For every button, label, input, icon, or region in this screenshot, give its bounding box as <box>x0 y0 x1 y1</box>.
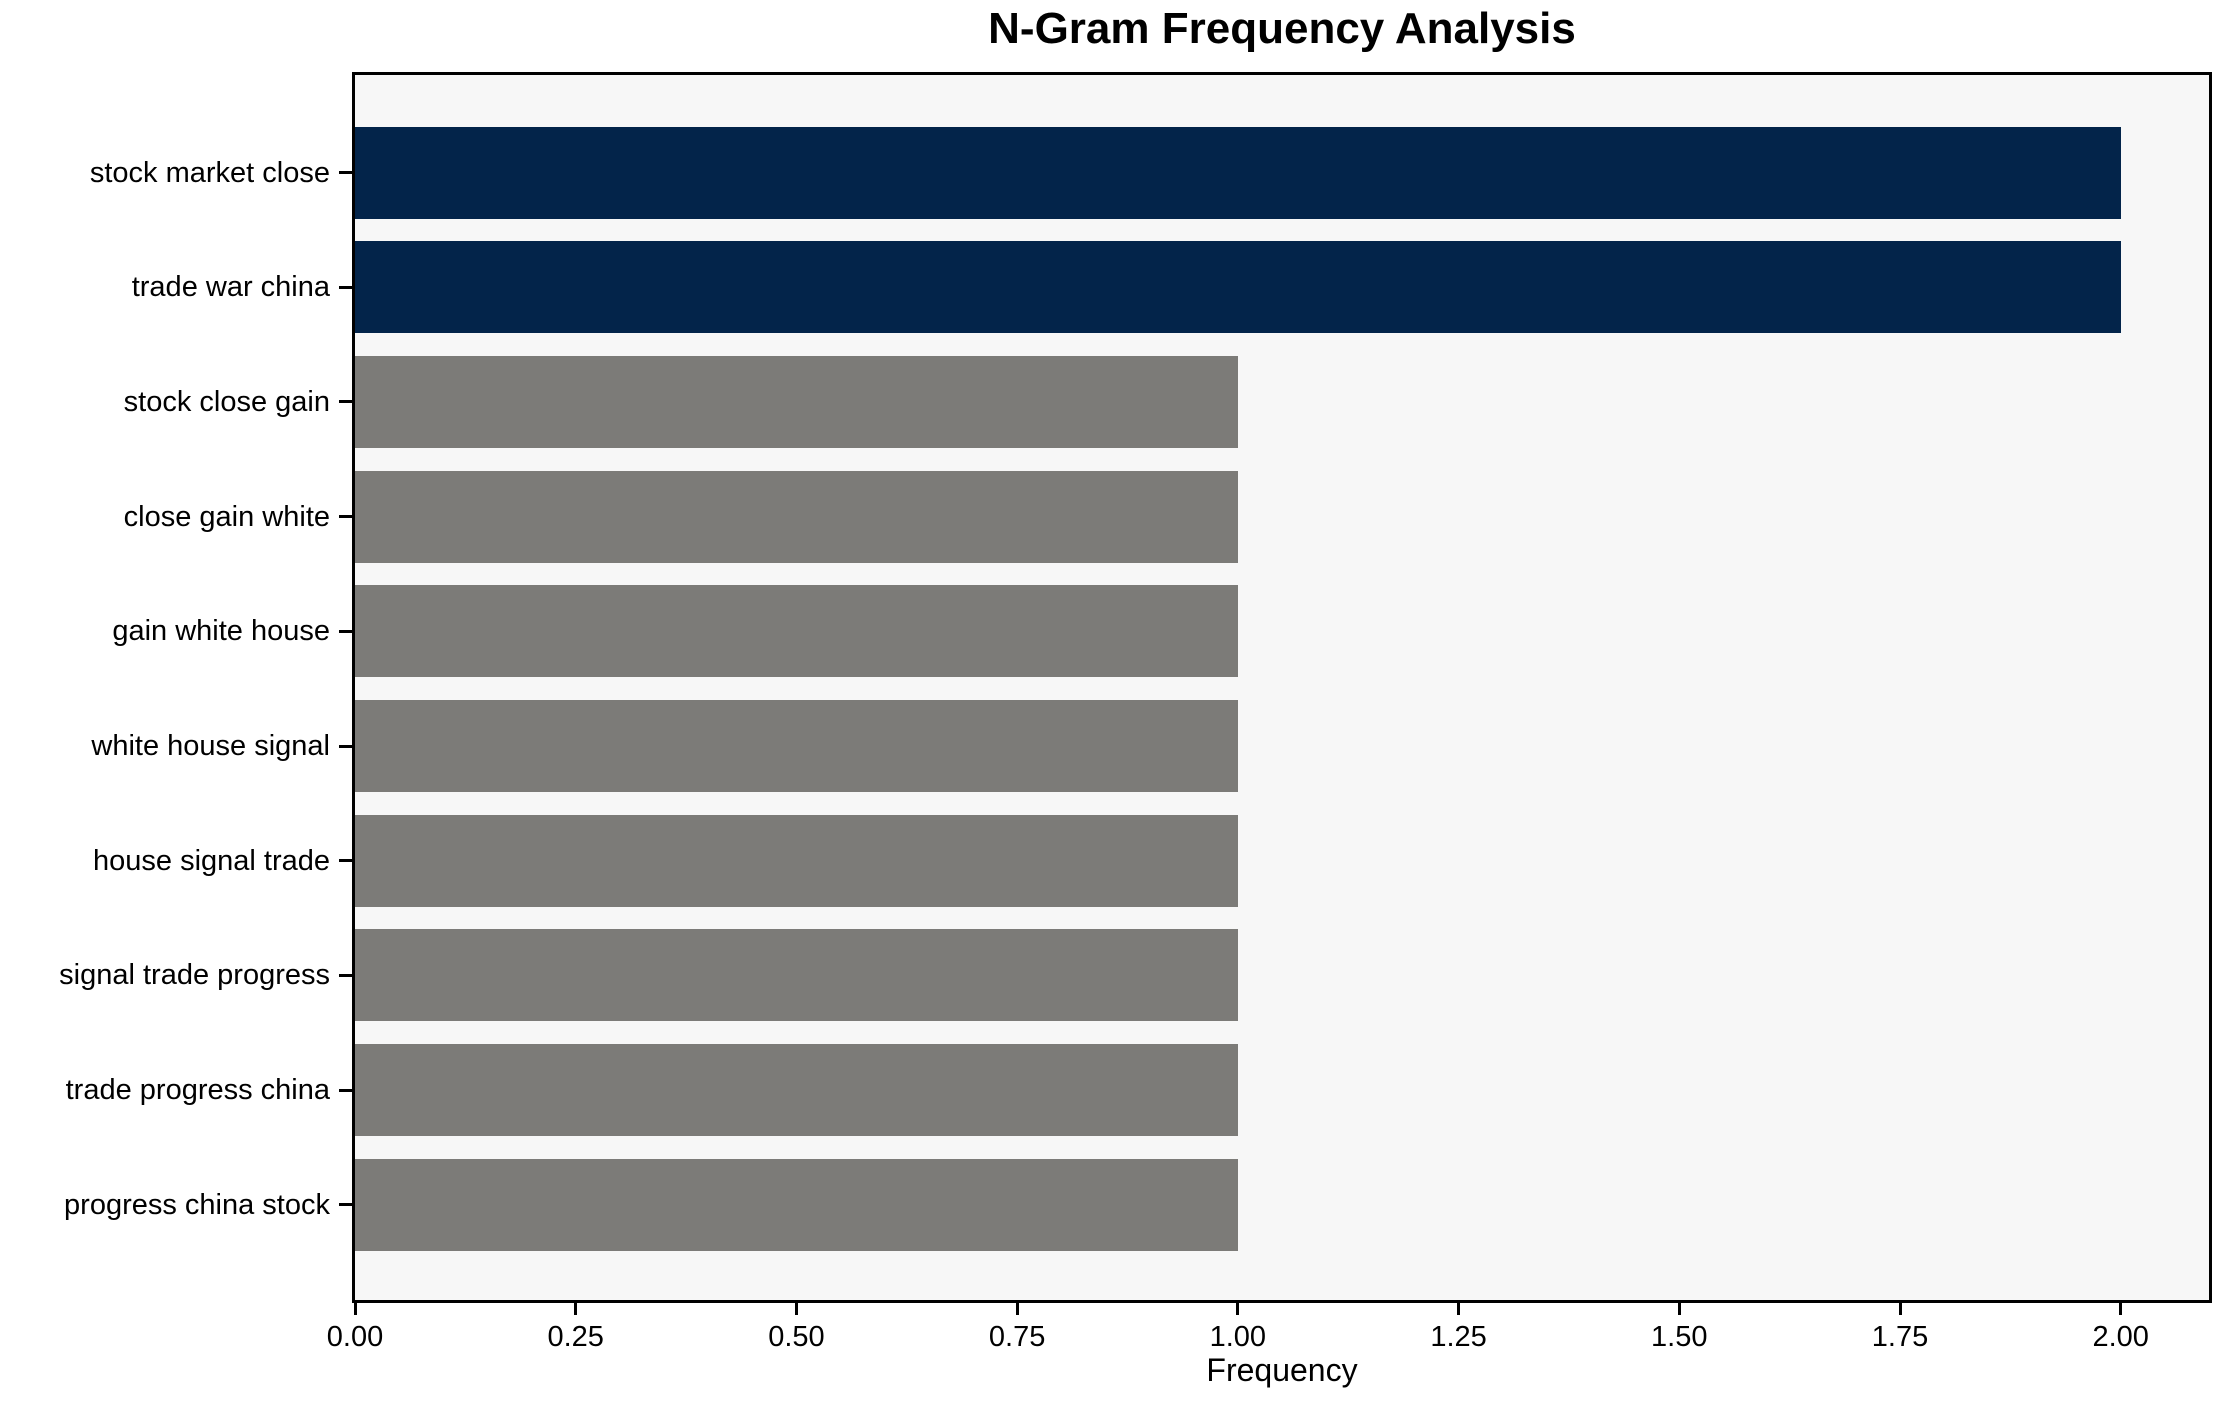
x-tick-mark <box>794 1303 798 1315</box>
y-tick-mark <box>339 515 352 519</box>
bar-white-house-signal <box>355 700 1238 792</box>
y-tick-label: white house signal <box>91 730 330 762</box>
bar-trade-war-china <box>355 241 2121 334</box>
bar-progress-china-stock <box>355 1158 1238 1251</box>
x-tick-mark <box>1236 1303 1240 1315</box>
x-tick-mark <box>2119 1303 2123 1315</box>
y-tick-mark <box>339 171 352 174</box>
x-tick-mark <box>353 1303 357 1315</box>
x-axis-label: Frequency <box>1206 1352 1358 1388</box>
bar-signal-trade-progress <box>355 929 1238 1022</box>
x-tick-mark <box>1677 1303 1681 1315</box>
y-tick-mark <box>339 973 352 977</box>
y-tick-label: house signal trade <box>93 844 330 877</box>
x-tick-label: 0.75 <box>988 1321 1046 1353</box>
chart-title: N-Gram Frequency Analysis <box>988 4 1576 53</box>
bar-stock-market-close <box>355 126 2121 219</box>
y-tick-mark <box>339 629 352 633</box>
x-tick-mark <box>1898 1303 1902 1315</box>
y-tick-mark <box>339 285 352 289</box>
x-tick-label: 1.75 <box>1871 1321 1929 1353</box>
y-tick-label: stock close gain <box>123 385 330 418</box>
x-tick-mark <box>574 1303 578 1315</box>
y-tick-label: close gain white <box>123 500 330 533</box>
bar-trade-progress-china <box>355 1044 1238 1137</box>
y-tick-label: trade war china <box>131 271 330 304</box>
x-tick-mark <box>1015 1303 1019 1315</box>
y-tick-mark <box>339 1203 352 1207</box>
x-tick-label: 0.00 <box>326 1321 384 1353</box>
bar-close-gain-white <box>355 470 1238 563</box>
y-tick-mark <box>339 1088 352 1092</box>
x-tick-label: 2.00 <box>2092 1321 2149 1353</box>
y-tick-mark <box>339 400 352 404</box>
x-tick-label: 0.25 <box>547 1321 604 1353</box>
y-tick-label: progress china stock <box>64 1188 330 1221</box>
bar-gain-white-house <box>355 585 1238 678</box>
y-tick-mark <box>339 744 352 748</box>
y-tick-label: signal trade progress <box>59 959 330 992</box>
y-tick-mark <box>339 859 352 863</box>
bar-stock-close-gain <box>355 355 1238 448</box>
x-tick-label: 0.50 <box>768 1321 825 1353</box>
x-tick-mark <box>1457 1303 1461 1315</box>
x-tick-label: 1.25 <box>1430 1321 1487 1353</box>
y-tick-label: stock market close <box>89 156 330 189</box>
bar-house-signal-trade <box>355 814 1238 907</box>
x-tick-label: 1.50 <box>1651 1321 1708 1353</box>
y-tick-label: trade progress china <box>65 1074 330 1107</box>
x-tick-label: 1.00 <box>1209 1321 1267 1353</box>
y-tick-label: gain white house <box>112 615 330 648</box>
